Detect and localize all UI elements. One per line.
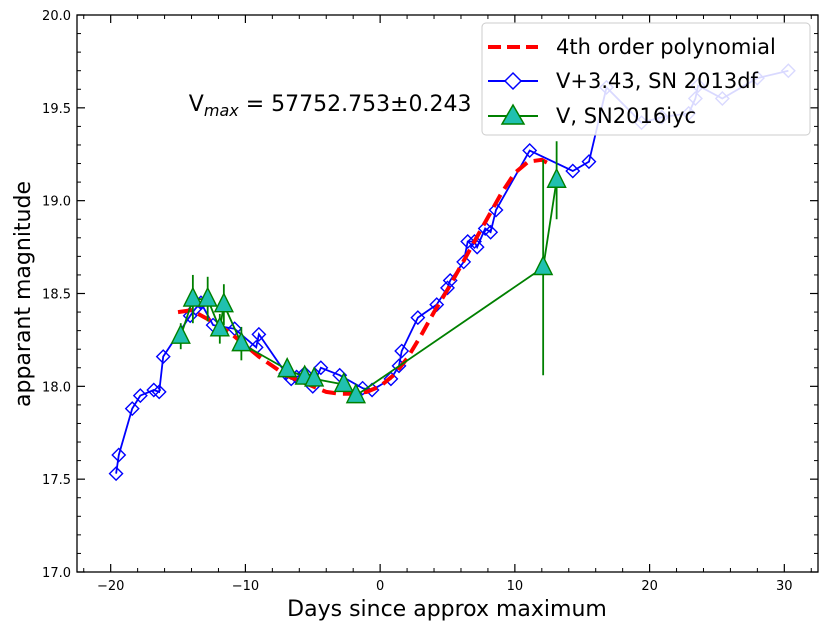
- sn2013df-point: [313, 360, 329, 376]
- legend-marker-sn2013df: [503, 71, 523, 91]
- x-tick-label: 20: [641, 579, 658, 594]
- vmax-annotation: Vmax = 57752.753±0.243: [189, 92, 472, 120]
- y-tick-label: 18.0: [42, 380, 71, 395]
- ticks: −20 −10 0 10 20 30 17.0 17.5 18.0 18.5 19.0 19.5 20.…: [42, 9, 818, 594]
- sn2013df-point: [488, 202, 504, 218]
- sn2016iyc-point: [303, 366, 325, 387]
- sn2016iyc-point: [546, 167, 567, 188]
- sn2016iyc-point: [170, 323, 191, 344]
- y-tick-label: 18.5: [42, 288, 71, 303]
- sn2013df-point: [124, 401, 140, 417]
- y-axis-title: apparant magnitude: [11, 181, 36, 407]
- vmax-prefix: V: [189, 92, 204, 117]
- x-tick-label: 30: [776, 579, 793, 594]
- sn2013df-point: [132, 388, 148, 404]
- sn2013df-point: [460, 234, 476, 250]
- sn2013df-point: [111, 447, 127, 463]
- y-tick-label: 19.5: [42, 102, 71, 117]
- y-tick-label: 20.0: [42, 9, 71, 24]
- sn2016iyc-point: [182, 286, 203, 307]
- vmax-subscript: max: [204, 101, 239, 120]
- x-tick-label: −10: [232, 579, 259, 594]
- y-tick-label: 17.5: [42, 473, 71, 488]
- sn2013df-point: [151, 384, 167, 400]
- sn2013df-point: [383, 371, 399, 387]
- sn2013df-point: [410, 310, 426, 326]
- sn2013df-point: [456, 254, 472, 270]
- sn2013df-point: [394, 343, 410, 359]
- sn2013df-point: [469, 239, 485, 255]
- legend-label-sn2013df: V+3.43, SN 2013df: [556, 69, 759, 93]
- sn2013df-point: [108, 466, 124, 482]
- sn2013df-point: [146, 382, 162, 398]
- sn2013df-point: [483, 224, 499, 240]
- x-axis-title: Days since approx maximum: [287, 597, 607, 622]
- legend-marker-sn2016iyc: [500, 103, 526, 125]
- series-polynomial-line: [177, 157, 550, 396]
- sn2016iyc-point: [345, 383, 367, 404]
- x-tick-label: −20: [97, 579, 124, 594]
- sn2013df-point: [355, 380, 371, 396]
- sn2016iyc-point: [277, 357, 298, 378]
- legend-label-sn2016iyc: V, SN2016iyc: [556, 104, 696, 128]
- sn2016iyc-point: [197, 286, 218, 307]
- y-tick-label: 19.0: [42, 195, 71, 210]
- sn2013df-point: [565, 163, 581, 179]
- x-tick-label: 10: [507, 579, 524, 594]
- vmax-value: = 57752.753±0.243: [239, 92, 472, 117]
- sn2013df-point: [251, 326, 267, 342]
- sn2013df-point: [522, 143, 538, 159]
- legend-label-polynomial: 4th order polynomial: [556, 35, 776, 59]
- sn2016iyc-point: [533, 254, 554, 276]
- sn2016iyc-point: [231, 331, 252, 352]
- sn2013df-point: [581, 154, 597, 170]
- sn2016iyc-point: [209, 316, 230, 337]
- sn2016iyc-point: [213, 292, 234, 313]
- legend-box: [481, 22, 811, 136]
- sn2016iyc-point: [333, 371, 354, 393]
- legend: 4th order polynomial V+3.43, SN 2013df V…: [481, 22, 811, 136]
- sn2013df-point: [155, 349, 171, 365]
- sn2013df-point: [466, 234, 482, 250]
- y-tick-label: 17.0: [42, 566, 71, 581]
- x-tick-label: 0: [376, 579, 384, 594]
